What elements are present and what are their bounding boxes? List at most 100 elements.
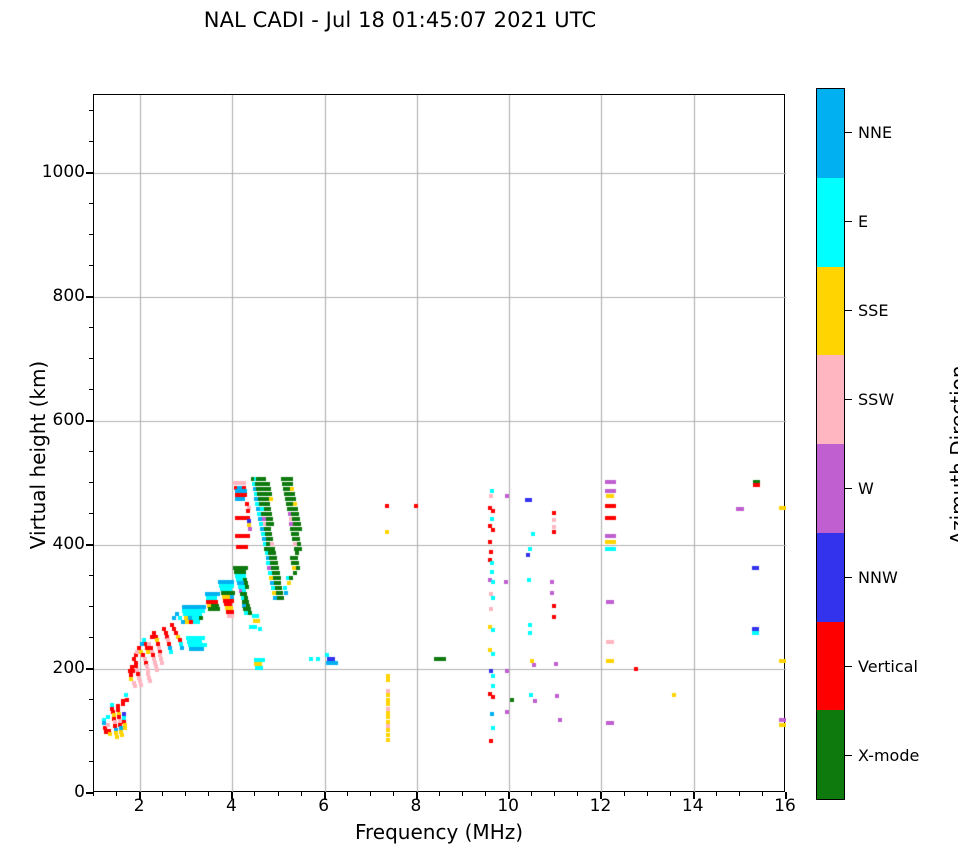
y-tick-label: 200 xyxy=(52,657,85,678)
y-tick-label: 1000 xyxy=(41,161,85,182)
y-tick-minor xyxy=(89,327,93,329)
colorbar-tick-mark xyxy=(845,309,852,312)
colorbar-tick-text: NNE xyxy=(858,123,893,142)
colorbar-segment-w[interactable] xyxy=(817,444,844,533)
y-tick-minor xyxy=(89,389,93,391)
x-tick-label: 10 xyxy=(497,796,520,816)
x-tick-label: 6 xyxy=(318,796,330,816)
y-tick-minor xyxy=(89,513,93,515)
x-tick-label: 14 xyxy=(681,796,704,816)
y-tick-major xyxy=(86,172,93,174)
y-tick-major xyxy=(86,296,93,298)
x-tick-minor xyxy=(439,792,441,796)
y-tick-minor xyxy=(89,110,93,112)
colorbar-tick-text: Vertical xyxy=(858,657,918,676)
x-tick-minor xyxy=(185,792,187,796)
y-tick-label: 0 xyxy=(74,782,85,802)
x-tick-label: 16 xyxy=(774,796,796,816)
colorbar-segment-nne[interactable] xyxy=(817,89,844,178)
colorbar-segment-sse[interactable] xyxy=(817,266,844,356)
colorbar-segment-e[interactable] xyxy=(817,177,844,267)
colorbar-tick-mark xyxy=(845,576,852,579)
y-axis-tick-labels: 0 200 400 600 800 1000 xyxy=(0,0,85,857)
y-tick-major xyxy=(86,420,93,422)
x-tick-major xyxy=(785,792,787,799)
colorbar-tick-mark xyxy=(845,398,852,401)
colorbar-tick-text: NNW xyxy=(858,568,898,587)
x-axis-label: Frequency (MHz) xyxy=(354,820,524,844)
y-axis-label: Virtual height (km) xyxy=(26,360,50,550)
x-tick-minor xyxy=(716,792,718,796)
y-tick-major xyxy=(86,544,93,546)
x-tick-major xyxy=(231,792,233,799)
colorbar-segment-x-mode[interactable] xyxy=(817,710,844,799)
colorbar-tick-mark xyxy=(845,754,852,757)
y-tick-minor xyxy=(89,358,93,360)
y-tick-minor xyxy=(89,451,93,453)
x-tick-major xyxy=(508,792,510,799)
y-tick-label: 600 xyxy=(52,409,85,430)
x-tick-major xyxy=(416,792,418,799)
y-tick-label: 400 xyxy=(52,533,85,554)
x-tick-minor xyxy=(485,792,487,796)
colorbar-tick-labels: NNE E SSE SSW W NNW Vertical X-mode xyxy=(845,88,955,800)
x-tick-minor xyxy=(370,792,372,796)
colorbar-title: Azimuth Direction xyxy=(946,365,958,545)
x-tick-minor xyxy=(670,792,672,796)
x-tick-minor xyxy=(93,792,95,796)
y-tick-minor xyxy=(89,234,93,236)
x-tick-minor xyxy=(647,792,649,796)
x-tick-minor xyxy=(554,792,556,796)
x-tick-major xyxy=(139,792,141,799)
colorbar-tick-mark xyxy=(845,487,852,490)
x-tick-minor xyxy=(254,792,256,796)
y-tick-minor xyxy=(89,141,93,143)
x-tick-minor xyxy=(347,792,349,796)
y-tick-minor xyxy=(89,637,93,639)
azimuth-colorbar[interactable] xyxy=(816,88,845,800)
colorbar-segment-vertical[interactable] xyxy=(817,621,844,711)
x-tick-label: 4 xyxy=(225,796,237,816)
y-tick-major xyxy=(86,668,93,670)
colorbar-tick-mark xyxy=(845,665,852,668)
colorbar-segment-nnw[interactable] xyxy=(817,532,844,622)
colorbar-segment-ssw[interactable] xyxy=(817,355,844,444)
x-tick-major xyxy=(600,792,602,799)
y-tick-minor xyxy=(89,265,93,267)
x-tick-major xyxy=(693,792,695,799)
x-tick-minor xyxy=(577,792,579,796)
y-tick-major xyxy=(86,792,93,794)
colorbar-tick-text: W xyxy=(858,479,874,498)
y-tick-minor xyxy=(89,606,93,608)
x-tick-minor xyxy=(739,792,741,796)
x-tick-minor xyxy=(278,792,280,796)
y-tick-label: 800 xyxy=(52,285,85,306)
x-tick-major xyxy=(324,792,326,799)
x-tick-minor xyxy=(116,792,118,796)
x-tick-minor xyxy=(624,792,626,796)
x-tick-minor xyxy=(531,792,533,796)
x-tick-label: 8 xyxy=(410,796,422,816)
x-tick-minor xyxy=(301,792,303,796)
plot-area[interactable] xyxy=(93,94,786,793)
y-tick-minor xyxy=(89,761,93,763)
colorbar-tick-text: X-mode xyxy=(858,746,920,765)
y-tick-minor xyxy=(89,730,93,732)
colorbar-tick-text: SSW xyxy=(858,390,895,409)
y-tick-minor xyxy=(89,699,93,701)
y-tick-minor xyxy=(89,482,93,484)
x-tick-minor xyxy=(462,792,464,796)
x-tick-minor xyxy=(762,792,764,796)
ionogram-data-layer xyxy=(94,95,786,793)
x-tick-label: 12 xyxy=(589,796,612,816)
colorbar-tick-text: SSE xyxy=(858,301,889,320)
colorbar-tick-text: E xyxy=(858,212,869,231)
x-tick-minor xyxy=(162,792,164,796)
x-tick-minor xyxy=(208,792,210,796)
colorbar-tick-mark xyxy=(845,220,852,223)
y-tick-minor xyxy=(89,575,93,577)
y-tick-minor xyxy=(89,203,93,205)
colorbar-tick-mark xyxy=(845,131,852,134)
x-tick-label: 2 xyxy=(133,796,145,816)
